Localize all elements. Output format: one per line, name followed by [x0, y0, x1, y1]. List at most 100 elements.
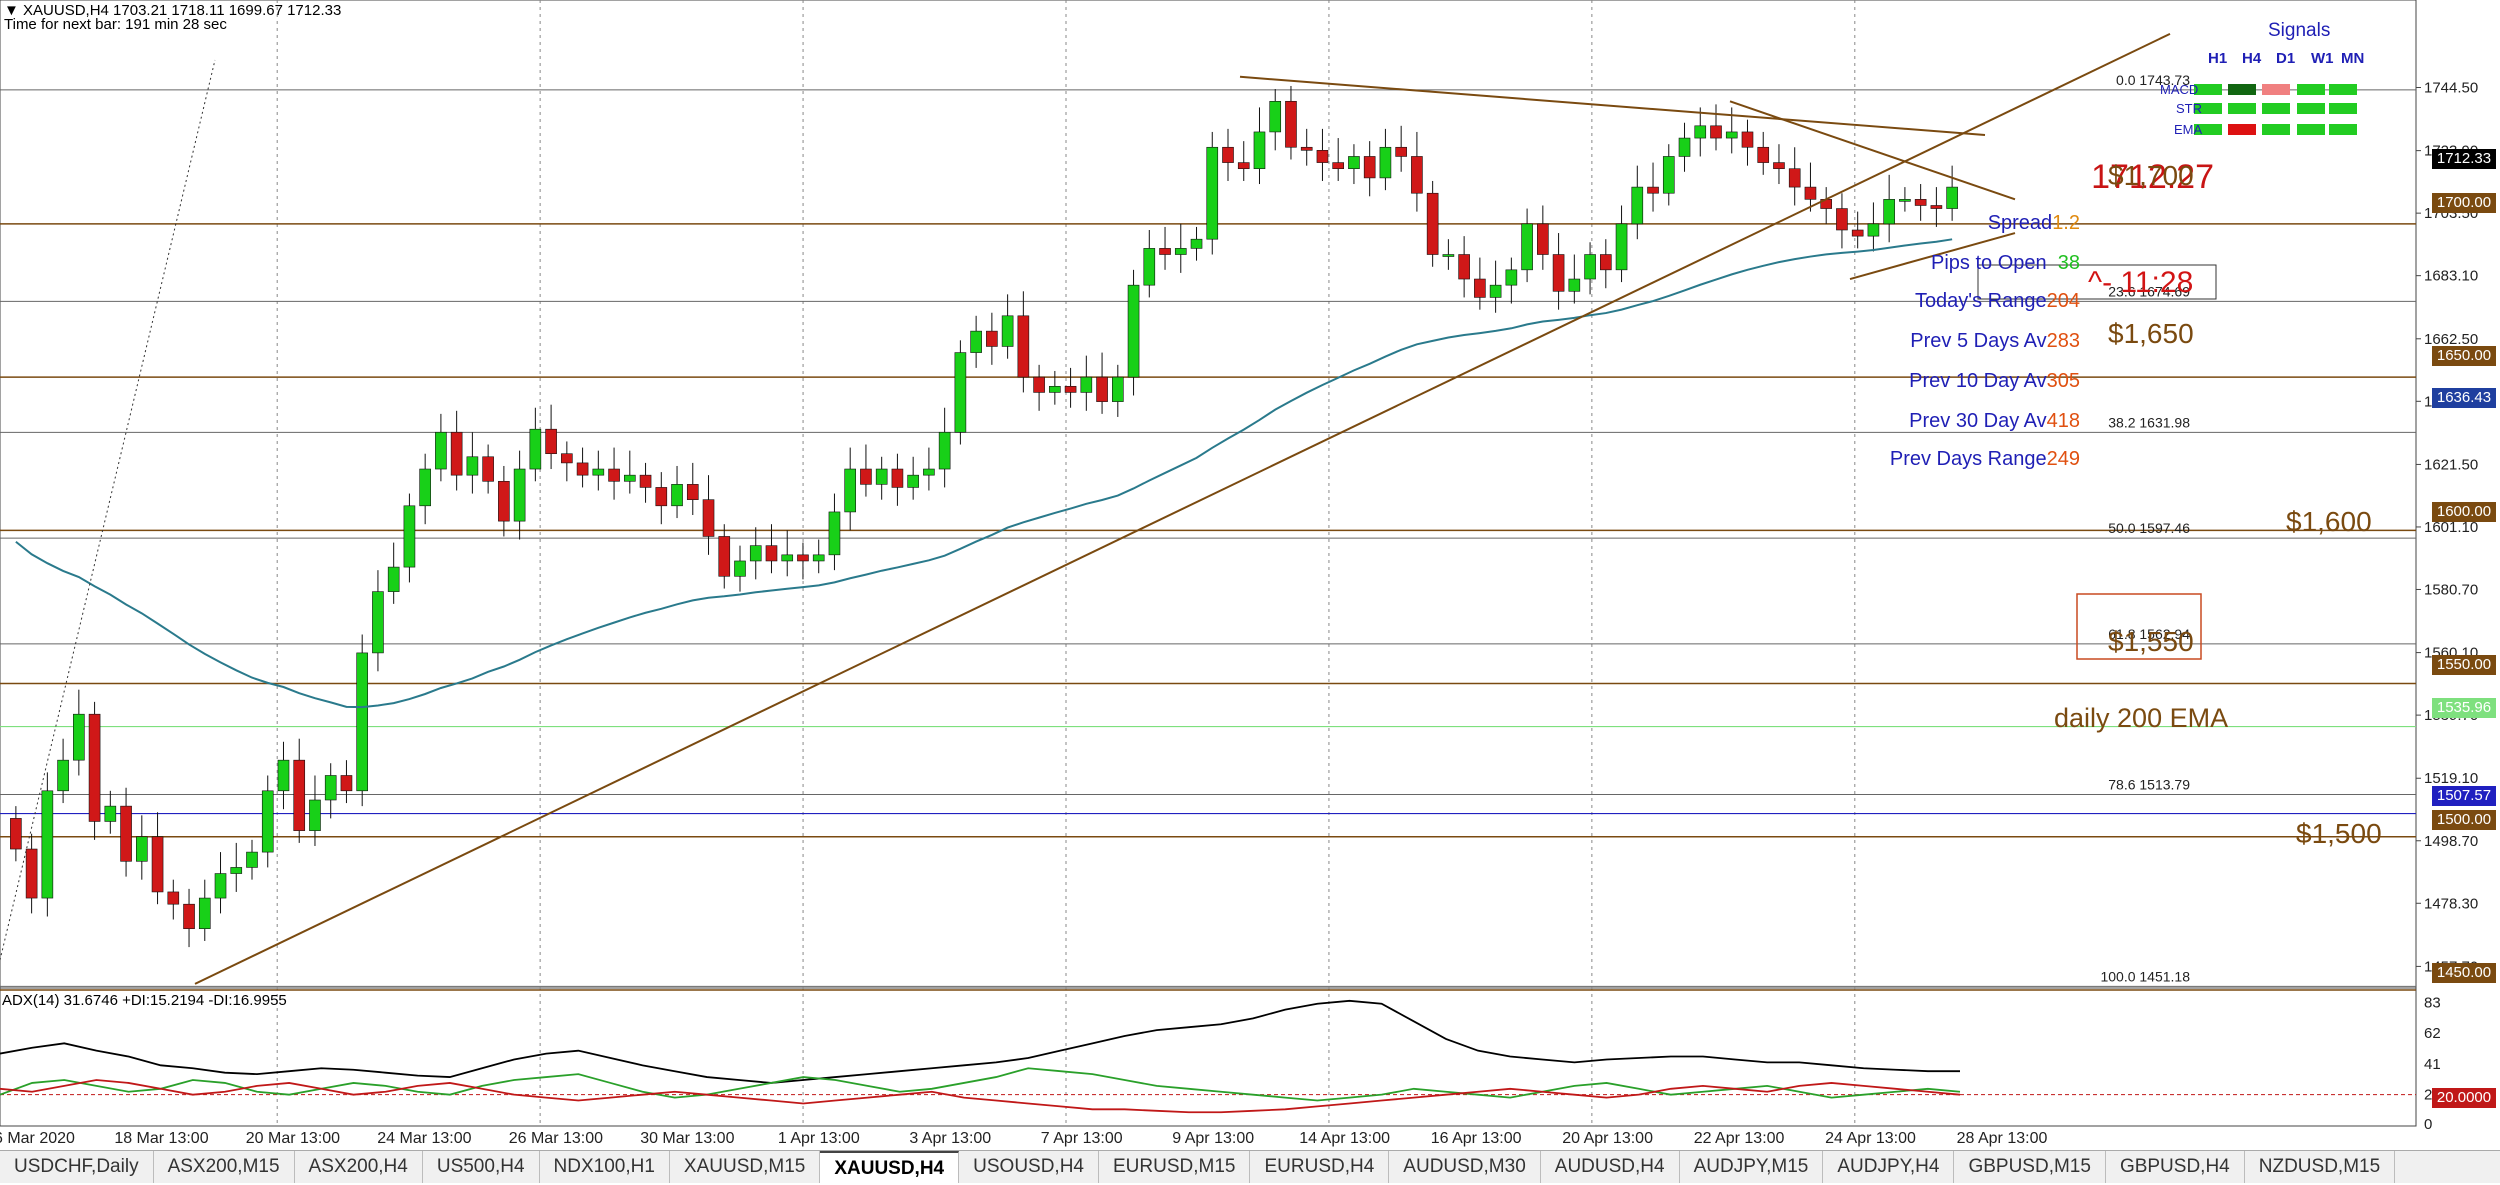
pips-value: 38: [2057, 252, 2080, 274]
signal-cell: [2297, 103, 2325, 114]
signal-cell: [2329, 124, 2357, 135]
tab-usousd-h4[interactable]: USOUSD,H4: [959, 1151, 1099, 1183]
wedge-upper-line: [1729, 100, 2016, 201]
candle-body: [1206, 146, 1219, 240]
x-tick-label: 18 Mar 13:00: [114, 1130, 208, 1147]
price-chart[interactable]: 1744.501723.901703.501683.101662.501642.…: [0, 0, 2500, 1150]
tab-xauusd-h4[interactable]: XAUUSD,H4: [820, 1151, 960, 1183]
today-range-value: 204: [2046, 290, 2080, 312]
tab-audjpy-h4[interactable]: AUDJPY,H4: [1823, 1151, 1955, 1183]
candle-body: [938, 431, 951, 470]
adx-line: [0, 999, 1960, 1084]
candle-body: [1694, 125, 1707, 139]
candle-body: [623, 474, 636, 482]
tab-nzdusd-m15[interactable]: NZDUSD,M15: [2245, 1151, 2396, 1183]
prevdays-value: 249: [2046, 448, 2080, 470]
x-tick-label: 30 Mar 13:00: [640, 1130, 734, 1147]
signal-cell: [2194, 103, 2222, 114]
level-box-1507: 1507.57: [2432, 786, 2496, 806]
candle-body: [1615, 223, 1628, 271]
tab-audusd-m30[interactable]: AUDUSD,M30: [1389, 1151, 1541, 1183]
candle-body: [1442, 254, 1455, 257]
chart-header: ▼ XAUUSD,H4 1703.21 1718.11 1699.67 1712…: [4, 2, 342, 19]
level-box-1550: 1550.00: [2432, 655, 2496, 675]
candle-body: [1678, 137, 1691, 157]
candle-body: [1017, 315, 1030, 378]
candle-body: [498, 480, 510, 522]
signal-row-ema: EMA: [2174, 122, 2203, 137]
candle-body: [1788, 168, 1801, 188]
tab-eurusd-h4[interactable]: EURUSD,H4: [1250, 1151, 1390, 1183]
tab-audusd-h4[interactable]: AUDUSD,H4: [1541, 1151, 1680, 1183]
tab-gbpusd-m15[interactable]: GBPUSD,M15: [1954, 1151, 2106, 1183]
tab-xauusd-m15[interactable]: XAUUSD,M15: [670, 1151, 821, 1183]
x-tick-label: 3 Apr 13:00: [909, 1130, 991, 1147]
candle-body: [860, 468, 872, 485]
candle-body: [1883, 199, 1895, 225]
tab-us500-h4[interactable]: US500,H4: [423, 1151, 540, 1183]
adx-tick-label: 62: [2424, 1025, 2441, 1042]
fib-label: 61.8 1562.94: [2108, 626, 2190, 642]
candle-body: [183, 903, 195, 930]
candle-body: [57, 759, 69, 792]
candle-body: [198, 897, 211, 930]
level-label-1700: $1,700: [2108, 160, 2194, 191]
today-range-label: Today's Range: [1914, 290, 2047, 312]
candle-body: [1064, 385, 1077, 393]
prev30-value: 418: [2046, 410, 2080, 432]
candle-body: [246, 851, 258, 868]
candle-body: [1096, 376, 1108, 402]
tab-asx200-m15[interactable]: ASX200,M15: [154, 1151, 295, 1183]
candle-body: [1773, 162, 1785, 170]
signal-cell: [2228, 84, 2256, 95]
signal-row-str: STR: [2176, 101, 2202, 116]
tab-usdchf-daily[interactable]: USDCHF,Daily: [0, 1151, 154, 1183]
candle-body: [1647, 186, 1659, 194]
candle-body: [545, 428, 557, 455]
level-box-1650: 1650.00: [2432, 346, 2496, 366]
next-bar-timer: Time for next bar: 191 min 28 sec: [4, 16, 227, 33]
pips-stat: Pips to Open 38: [1931, 252, 2080, 275]
current-price-box: 1712.33: [2432, 149, 2496, 169]
candle-body: [671, 484, 683, 507]
adx-label: ADX(14) 31.6746 +DI:15.2194 -DI:16.9955: [2, 992, 287, 1009]
countdown-box: [1977, 264, 2217, 300]
candle-body: [1867, 223, 1880, 237]
candle-body: [1599, 254, 1612, 271]
minus-di-line: [0, 1079, 1961, 1114]
wedge-lower-line: [1849, 232, 2016, 280]
tab-ndx100-h1[interactable]: NDX100,H1: [540, 1151, 670, 1183]
tab-audjpy-m15[interactable]: AUDJPY,M15: [1680, 1151, 1824, 1183]
candle-body: [1568, 278, 1581, 292]
signal-cell: [2262, 124, 2290, 135]
y-tick-label: 1601.10: [2424, 519, 2478, 536]
candle-body: [10, 818, 22, 850]
candle-body: [277, 759, 290, 792]
signal-col-h1: H1: [2208, 50, 2228, 67]
candle-body: [1631, 186, 1644, 225]
signal-cell: [2228, 124, 2256, 135]
candle-body: [655, 487, 668, 507]
candle-body: [1804, 186, 1817, 200]
prev10-label: Prev 10 Day Av: [1909, 370, 2047, 392]
candle-body: [1285, 100, 1297, 148]
candle-body: [482, 456, 494, 482]
candle-body: [1584, 254, 1596, 280]
candle-body: [387, 566, 400, 592]
tab-gbpusd-h4[interactable]: GBPUSD,H4: [2106, 1151, 2245, 1183]
candle-body: [73, 713, 85, 761]
fib-label: 50.0 1597.46: [2108, 520, 2190, 536]
spread-value: 1.2: [2052, 212, 2080, 234]
candle-body: [1552, 254, 1565, 292]
candle-body: [1363, 156, 1376, 179]
candle-body: [765, 545, 778, 562]
today-range-stat: Today's Range204: [1915, 290, 2080, 313]
candle-body: [718, 536, 731, 577]
candle-body: [891, 468, 904, 488]
signal-cell: [2262, 84, 2290, 95]
tab-asx200-h4[interactable]: ASX200,H4: [295, 1151, 423, 1183]
candle-body: [435, 431, 447, 470]
candle-body: [230, 867, 243, 874]
tab-eurusd-m15[interactable]: EURUSD,M15: [1099, 1151, 1251, 1183]
prev5-stat: Prev 5 Days Av283: [1910, 330, 2080, 353]
